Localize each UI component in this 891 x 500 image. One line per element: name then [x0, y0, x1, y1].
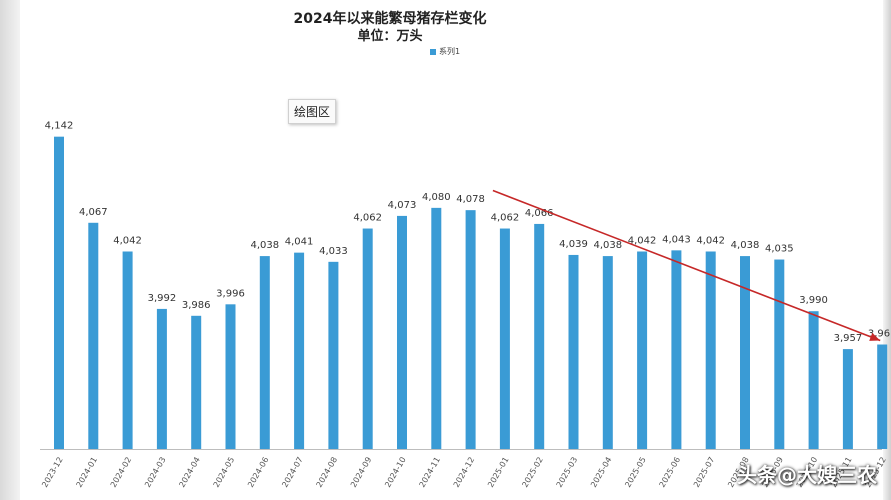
data-label: 4,073 — [388, 200, 417, 211]
data-label: 4,062 — [491, 213, 520, 224]
x-tick-label: 2025-06 — [658, 456, 683, 489]
bar[interactable] — [122, 251, 133, 449]
x-tick-label: 2024-07 — [280, 456, 305, 489]
x-tick-label: 2024-08 — [315, 456, 340, 489]
x-tick-label: 2024-12 — [452, 456, 477, 489]
bar[interactable] — [568, 254, 579, 449]
trend-arrow-head — [869, 332, 881, 341]
data-label: 3,986 — [182, 300, 211, 311]
data-label: 4,042 — [696, 235, 725, 246]
data-label: 4,062 — [353, 213, 382, 224]
bar[interactable] — [259, 256, 270, 449]
data-label: 3,990 — [799, 295, 828, 306]
x-tick-label: 2025-04 — [589, 456, 614, 489]
chart-subtitle: 单位：万头 — [357, 29, 423, 44]
data-label: 3,961 — [868, 329, 891, 340]
bar[interactable] — [499, 228, 510, 449]
x-tick-label: 2024-06 — [246, 456, 271, 489]
bar[interactable] — [774, 259, 785, 449]
bar[interactable] — [740, 256, 750, 449]
bar[interactable] — [191, 315, 202, 449]
x-tick-label: 2024-11 — [418, 456, 443, 489]
data-label: 4,042 — [113, 235, 142, 246]
data-label: 3,957 — [834, 333, 863, 344]
data-label: 4,038 — [731, 240, 760, 251]
x-tick-label: 2024-09 — [349, 456, 374, 489]
x-tick-label: 2025-07 — [692, 456, 717, 489]
data-label: 4,080 — [422, 192, 451, 203]
bar[interactable] — [877, 344, 888, 449]
data-label: 4,067 — [79, 207, 108, 218]
left-frame-edge — [0, 0, 20, 500]
x-tick-label: 2024-05 — [212, 456, 237, 489]
right-frame-edge — [883, 0, 891, 500]
x-tick-label: 2025-02 — [520, 456, 545, 489]
x-tick-label: 2025-01 — [486, 456, 511, 489]
legend-label: 系列1 — [439, 47, 461, 56]
plot-area-tooltip: 绘图区 — [288, 99, 337, 124]
x-tick-label: 2025-03 — [555, 456, 580, 489]
bar[interactable] — [637, 251, 648, 449]
data-label: 4,038 — [250, 240, 279, 251]
legend-swatch — [430, 48, 436, 55]
legend[interactable]: 系列1 — [430, 46, 460, 57]
bar[interactable] — [294, 252, 305, 449]
data-label: 4,078 — [456, 194, 485, 205]
bar[interactable] — [54, 136, 64, 450]
bar[interactable] — [431, 207, 442, 449]
bar[interactable] — [156, 308, 167, 449]
data-label: 4,043 — [662, 234, 691, 245]
x-tick-label: 2024-04 — [177, 456, 202, 489]
x-tick-label: 2024-02 — [109, 456, 134, 489]
bar[interactable] — [397, 215, 407, 449]
data-label: 4,066 — [525, 208, 554, 219]
bar[interactable] — [602, 256, 613, 449]
data-label: 4,035 — [765, 244, 794, 255]
data-label: 4,142 — [45, 121, 74, 132]
data-label: 4,033 — [319, 246, 348, 257]
bar[interactable] — [225, 304, 236, 449]
x-tick-label: 2023-12 — [40, 456, 65, 489]
data-label: 4,042 — [628, 235, 657, 246]
x-tick-label: 2024-10 — [383, 456, 408, 489]
x-tick-label: 2024-03 — [143, 456, 168, 489]
trend-arrow-line — [492, 189, 881, 342]
watermark: 头条@大嫂三农 — [737, 463, 877, 487]
data-label: 4,038 — [593, 240, 622, 251]
data-label: 3,996 — [216, 288, 245, 299]
chart-title: 2024年以来能繁母猪存栏变化 — [293, 11, 487, 27]
data-label: 3,992 — [148, 293, 177, 304]
bar[interactable] — [88, 222, 99, 449]
bar[interactable] — [534, 223, 545, 449]
bar[interactable] — [465, 210, 476, 449]
bar[interactable] — [808, 311, 819, 449]
x-tick-label: 2025-05 — [623, 456, 648, 489]
x-tick-label: 2024-01 — [75, 456, 100, 489]
bar[interactable] — [328, 261, 339, 449]
data-label: 4,041 — [285, 237, 314, 248]
bar[interactable] — [842, 349, 853, 449]
bar[interactable] — [705, 251, 716, 449]
bar[interactable] — [671, 250, 682, 449]
bar[interactable] — [362, 228, 373, 449]
data-label: 4,039 — [559, 239, 588, 250]
